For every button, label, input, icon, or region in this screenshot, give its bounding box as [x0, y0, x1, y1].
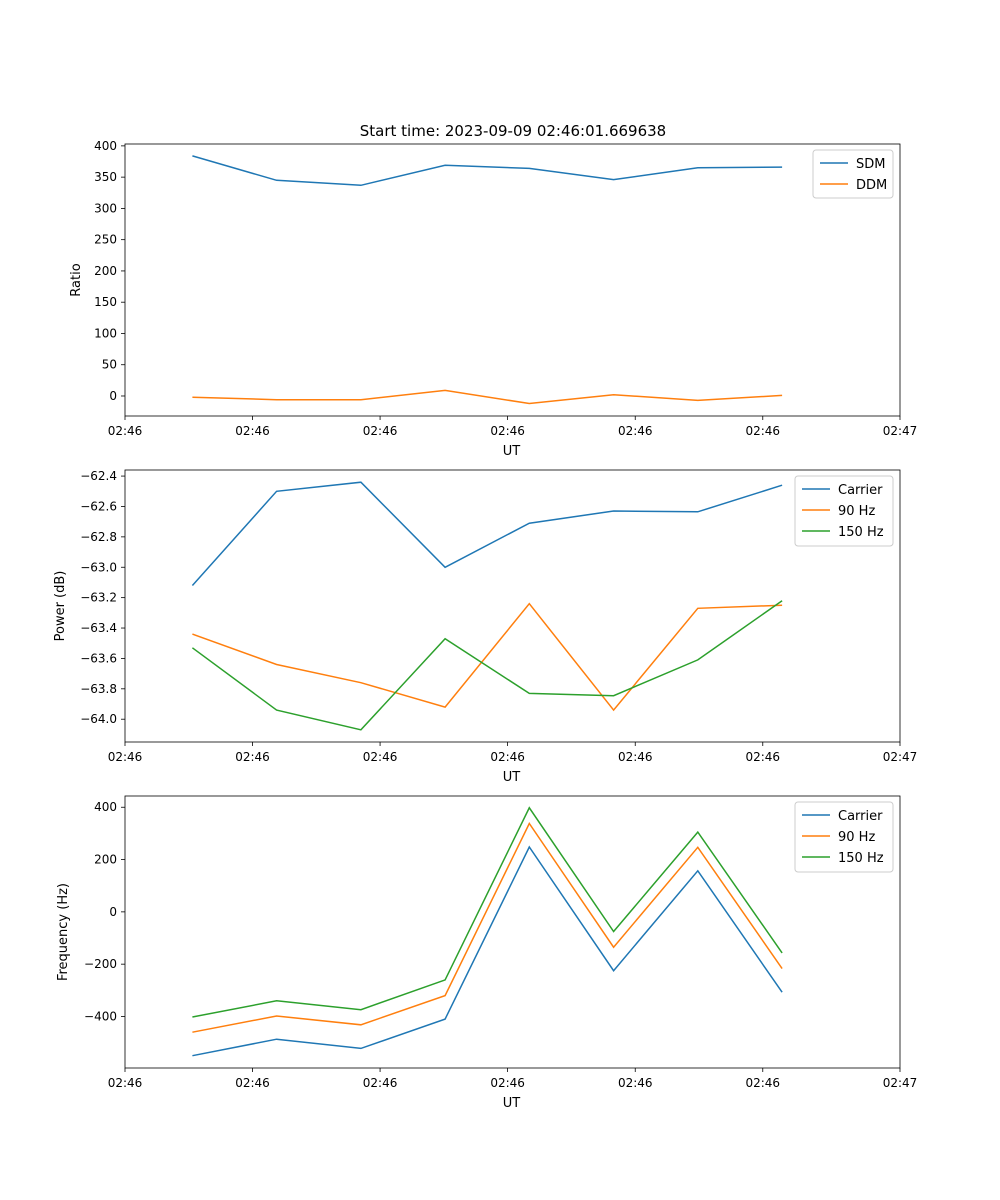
plot-frequency: 02:46 02:46 02:46 02:46 02:46 02:46 02:47 −400 −… [56, 795, 918, 1111]
y-tick-label: 200 [94, 264, 117, 278]
series-line-sdm [192, 155, 783, 187]
x-tick-label: 02:47 [883, 1076, 918, 1090]
y-tick-label: 150 [94, 295, 117, 309]
x-tick-label: 02:46 [363, 750, 398, 764]
y-tick-label: −62.4 [80, 469, 117, 483]
x-tick-label: 02:46 [235, 424, 270, 438]
x-tick-label: 02:46 [108, 424, 143, 438]
y-tick-label: −62.6 [80, 499, 117, 513]
legend-label: 150 Hz [838, 851, 884, 866]
y-axis-label: Power (dB) [53, 571, 68, 642]
x-tick-label: 02:46 [490, 750, 525, 764]
x-tick-label: 02:46 [618, 1076, 653, 1090]
x-tick-label: 02:46 [618, 750, 653, 764]
y-tick-label: 50 [102, 358, 117, 372]
legend-label: DDM [856, 178, 887, 193]
series-line-150-hz [192, 806, 783, 1018]
y-tick-label: −63.2 [80, 591, 117, 605]
legend: SDM DDM [812, 149, 894, 199]
y-tick-label: 200 [94, 853, 117, 867]
x-axis-label: UT [503, 1096, 521, 1111]
legend-box [812, 149, 894, 199]
legend-label: 90 Hz [838, 830, 875, 845]
y-tick-label: −200 [84, 957, 117, 971]
x-tick-label: 02:46 [235, 750, 270, 764]
legend-box [794, 801, 894, 873]
legend: Carrier 90 Hz 150 Hz [794, 801, 894, 873]
x-tick-label: 02:46 [490, 1076, 525, 1090]
axes-frame [124, 469, 901, 743]
x-tick-label: 02:46 [108, 1076, 143, 1090]
plot-ratio: 02:46 02:46 02:46 02:46 02:46 02:46 02:47 0 50 10… [69, 139, 917, 459]
y-tick-label: 250 [94, 233, 117, 247]
plot-power: 02:46 02:46 02:46 02:46 02:46 02:46 02:47 −64.0… [53, 469, 917, 785]
x-tick-label: 02:46 [490, 424, 525, 438]
legend-label: 150 Hz [838, 525, 884, 540]
x-tick-label: 02:46 [745, 424, 780, 438]
y-tick-label: 400 [94, 139, 117, 153]
x-tick-label: 02:46 [363, 1076, 398, 1090]
legend: Carrier 90 Hz 150 Hz [794, 475, 894, 547]
x-axis-label: UT [503, 444, 521, 459]
y-tick-label: 0 [109, 905, 117, 919]
axes-frame [124, 795, 901, 1069]
y-tick-label: −63.0 [80, 560, 117, 574]
y-tick-label: 0 [109, 389, 117, 403]
y-axis-label: Frequency (Hz) [56, 883, 71, 981]
x-axis-label: UT [503, 770, 521, 785]
series-line-ddm [192, 389, 783, 405]
series-line-90-hz [192, 602, 783, 712]
y-tick-label: −63.8 [80, 682, 117, 696]
legend-label: 90 Hz [838, 504, 875, 519]
y-tick-label: −62.8 [80, 530, 117, 544]
legend-box [794, 475, 894, 547]
series-line-90-hz [192, 822, 783, 1033]
y-tick-label: −64.0 [80, 712, 117, 726]
y-tick-label: 300 [94, 201, 117, 215]
x-tick-label: 02:47 [883, 424, 918, 438]
y-tick-label: 350 [94, 170, 117, 184]
y-tick-label: −63.6 [80, 651, 117, 665]
y-tick-label: −400 [84, 1009, 117, 1023]
y-tick-label: 100 [94, 326, 117, 340]
x-tick-label: 02:46 [235, 1076, 270, 1090]
x-tick-label: 02:46 [363, 424, 398, 438]
x-tick-label: 02:46 [618, 424, 653, 438]
legend-label: Carrier [838, 483, 883, 498]
series-line-150-hz [191, 600, 783, 731]
x-tick-label: 02:46 [745, 750, 780, 764]
axes-frame [124, 143, 901, 417]
y-tick-label: 400 [94, 800, 117, 814]
figure-title: Start time: 2023-09-09 02:46:01.669638 [360, 122, 666, 140]
legend-label: Carrier [838, 809, 883, 824]
x-tick-label: 02:46 [108, 750, 143, 764]
y-axis-label: Ratio [69, 263, 84, 296]
x-tick-label: 02:47 [883, 750, 918, 764]
series-line-carrier [192, 845, 783, 1057]
series-line-carrier [191, 481, 783, 586]
y-tick-label: −63.4 [80, 621, 117, 635]
legend-label: SDM [856, 157, 885, 172]
x-tick-label: 02:46 [745, 1076, 780, 1090]
